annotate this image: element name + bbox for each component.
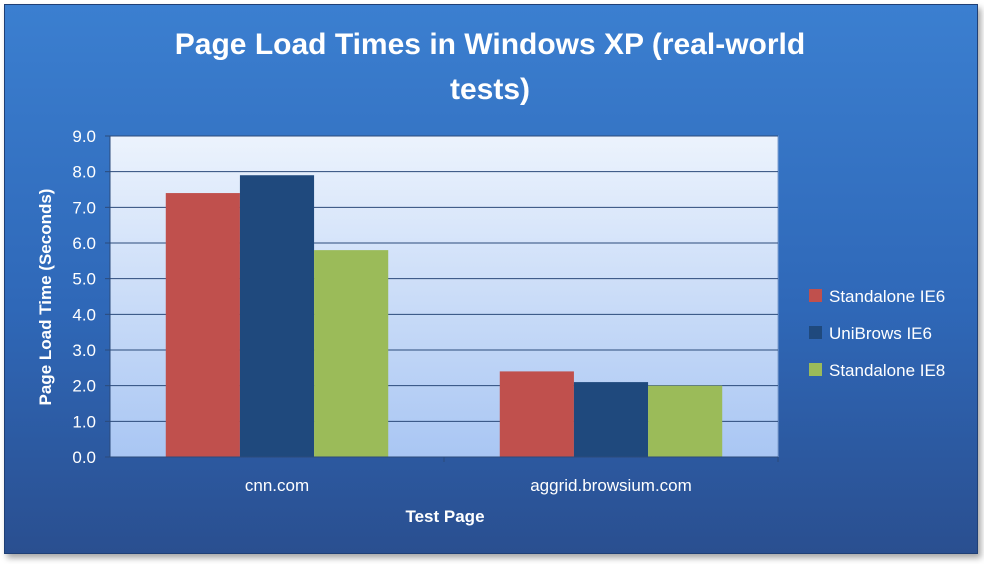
legend-label: Standalone IE8	[829, 361, 945, 380]
y-tick-label: 8.0	[72, 163, 96, 182]
legend-swatch	[809, 363, 822, 376]
x-tick-label: cnn.com	[245, 476, 309, 495]
y-tick-label: 7.0	[72, 198, 96, 217]
legend-swatch	[809, 326, 822, 339]
legend: Standalone IE6 UniBrows IE6 Standalone IE8	[809, 287, 945, 380]
y-tick-label: 1.0	[72, 412, 96, 431]
y-axis-title: Page Load Time (Seconds)	[36, 189, 55, 406]
bar	[648, 385, 723, 457]
bar	[573, 382, 649, 457]
x-tick-label: aggrid.browsium.com	[530, 476, 692, 495]
bar	[314, 250, 389, 457]
legend-swatch	[809, 289, 822, 302]
y-tick-label: 9.0	[72, 127, 96, 146]
y-tick-label: 5.0	[72, 270, 96, 289]
y-tick-label: 3.0	[72, 341, 96, 360]
bar	[239, 175, 315, 457]
y-tick-label: 4.0	[72, 305, 96, 324]
chart-title-line-1: Page Load Times in Windows XP (real-worl…	[175, 28, 805, 61]
bar	[499, 371, 574, 457]
legend-label: Standalone IE6	[829, 287, 945, 306]
x-axis-title: Test Page	[405, 507, 484, 526]
bar	[165, 193, 240, 458]
y-tick-label: 6.0	[72, 234, 96, 253]
chart-title-line-2: tests)	[450, 73, 530, 106]
y-tick-label: 2.0	[72, 377, 96, 396]
y-tick-label: 0.0	[72, 448, 96, 467]
legend-label: UniBrows IE6	[829, 324, 932, 343]
